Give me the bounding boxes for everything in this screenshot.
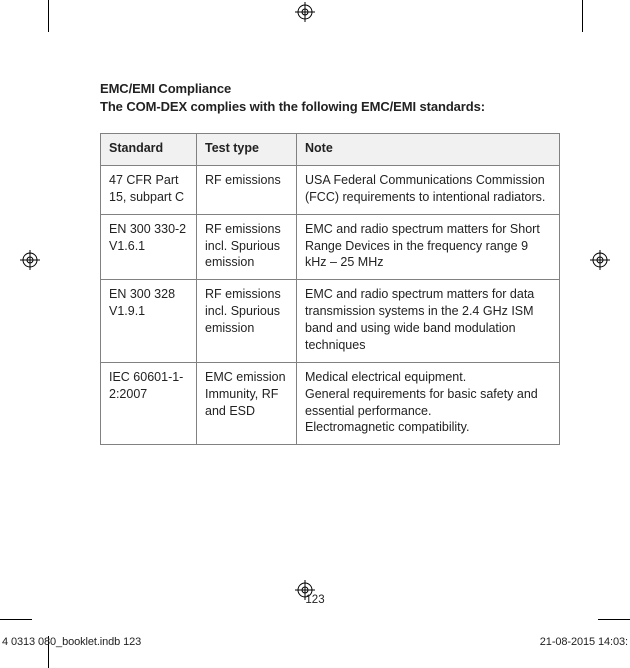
cell-note: Medical electrical equipment. General re… — [297, 362, 560, 445]
cell-standard: EN 300 328 V1.9.1 — [101, 280, 197, 363]
col-header-note: Note — [297, 134, 560, 166]
page-number: 123 — [305, 594, 324, 606]
trim-line — [48, 0, 49, 32]
cell-testtype: RF emissions incl. Spurious emission — [197, 214, 297, 280]
cell-standard: IEC 60601-1-2:2007 — [101, 362, 197, 445]
table-row: EN 300 330-2 V1.6.1RF emissions incl. Sp… — [101, 214, 560, 280]
cell-note: EMC and radio spectrum matters for Short… — [297, 214, 560, 280]
registration-mark-icon — [20, 250, 40, 270]
cell-note: USA Federal Communications Commission (F… — [297, 165, 560, 214]
table-header-row: Standard Test type Note — [101, 134, 560, 166]
table-row: IEC 60601-1-2:2007EMC emission Immunity,… — [101, 362, 560, 445]
table-row: EN 300 328 V1.9.1RF emissions incl. Spur… — [101, 280, 560, 363]
cell-standard: EN 300 330-2 V1.6.1 — [101, 214, 197, 280]
trim-line — [582, 0, 583, 32]
cell-standard: 47 CFR Part 15, subpart C — [101, 165, 197, 214]
trim-line — [0, 619, 32, 620]
status-left: 4 0313 080_booklet.indb 123 — [2, 636, 141, 648]
registration-mark-icon — [295, 2, 315, 22]
registration-mark-icon — [590, 250, 610, 270]
compliance-table: Standard Test type Note 47 CFR Part 15, … — [100, 133, 560, 445]
heading-line1: EMC/EMI Compliance — [100, 80, 560, 98]
col-header-standard: Standard — [101, 134, 197, 166]
table-row: 47 CFR Part 15, subpart CRF emissionsUSA… — [101, 165, 560, 214]
cell-testtype: RF emissions — [197, 165, 297, 214]
heading-line2: The COM-DEX complies with the following … — [100, 98, 560, 116]
cell-testtype: EMC emission Immunity, RF and ESD — [197, 362, 297, 445]
cell-testtype: RF emissions incl. Spurious emission — [197, 280, 297, 363]
heading-block: EMC/EMI Compliance The COM-DEX complies … — [100, 80, 560, 115]
page-content: EMC/EMI Compliance The COM-DEX complies … — [100, 80, 560, 445]
trim-line — [598, 619, 630, 620]
cell-note: EMC and radio spectrum matters for data … — [297, 280, 560, 363]
col-header-testtype: Test type — [197, 134, 297, 166]
status-right: 21-08-2015 14:03: — [540, 636, 628, 648]
